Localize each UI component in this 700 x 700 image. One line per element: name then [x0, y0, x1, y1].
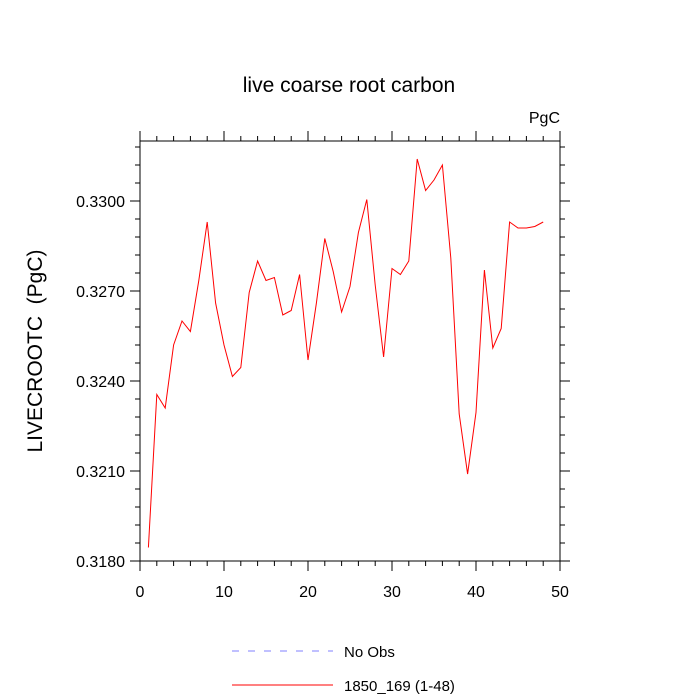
plot-frame [139, 140, 561, 562]
x-tick-label: 10 [215, 584, 233, 601]
units-label: PgC [529, 110, 560, 127]
chart-title: live coarse root carbon [243, 74, 455, 97]
legend-label: No Obs [344, 644, 395, 661]
y-tick-label: 0.3240 [76, 374, 125, 391]
y-tick-label: 0.3180 [76, 554, 125, 571]
x-tick-label: 0 [136, 584, 145, 601]
y-tick-label: 0.3270 [76, 284, 125, 301]
x-tick-label: 20 [299, 584, 317, 601]
y-axis-label: LIVECROOTC (PgC) [24, 249, 47, 452]
axis-ticks [130, 131, 570, 571]
y-tick-label: 0.3300 [76, 194, 125, 211]
series-layer [147, 158, 544, 548]
legend-label: 1850_169 (1-48) [344, 678, 455, 695]
tick-labels: 0 10 20 30 40 50 0.3180 0.3210 0.3240 0.3270 0.330… [76, 194, 569, 601]
x-tick-label: 50 [551, 584, 569, 601]
x-tick-label: 30 [383, 584, 401, 601]
x-tick-label: 40 [467, 584, 485, 601]
y-tick-label: 0.3210 [76, 464, 125, 481]
legend: No Obs 1850_169 (1-48) [232, 644, 455, 695]
series-line [147, 158, 544, 548]
